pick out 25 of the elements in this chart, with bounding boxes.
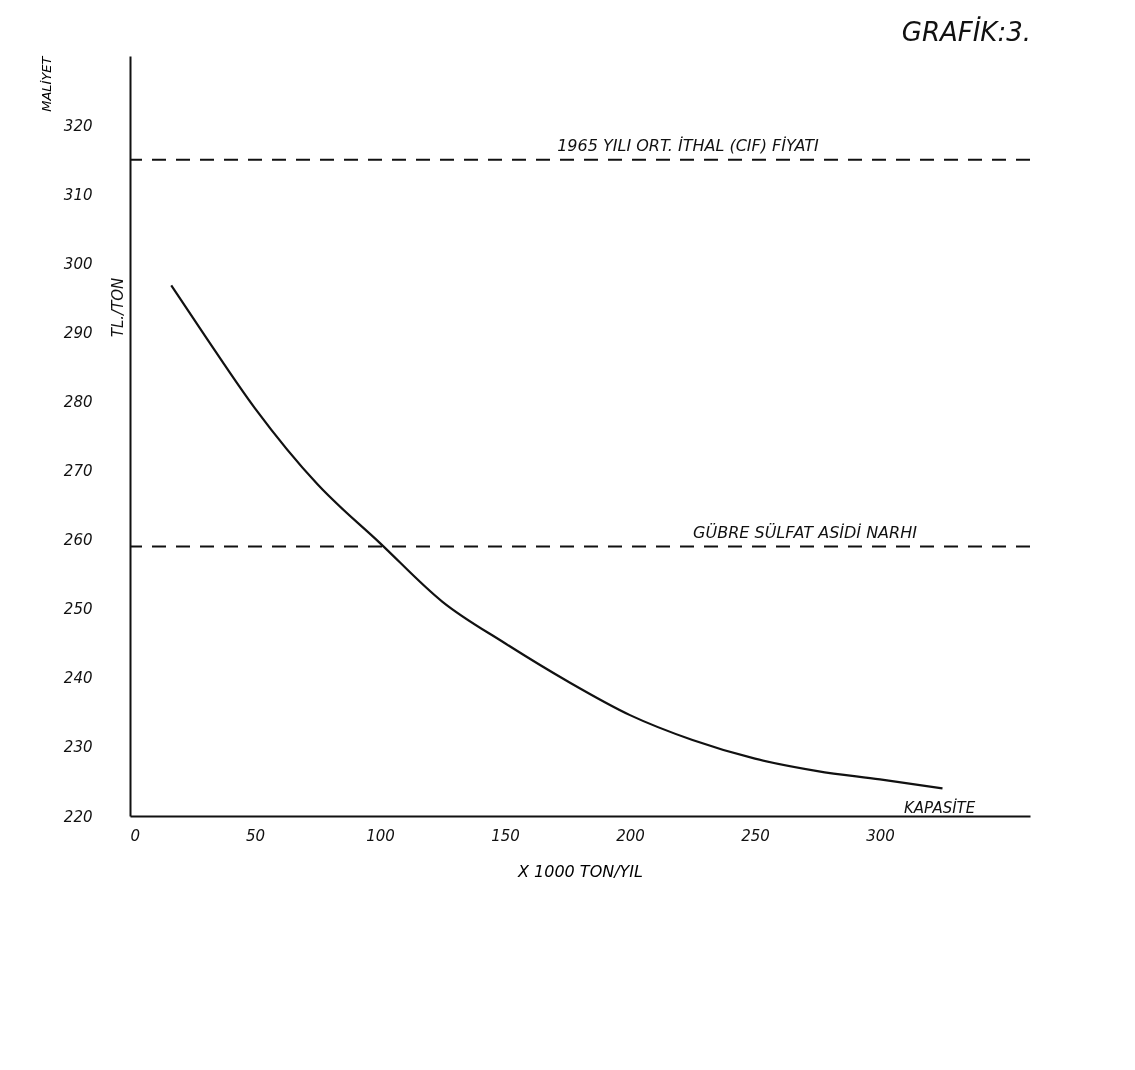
x-tick-label: 300 [866, 826, 895, 845]
x-tick-label: 0 [130, 826, 141, 845]
chart-title: GRAFİK:3. [901, 16, 1031, 47]
y-tick-label: 290 [63, 323, 93, 342]
y-tick-label: 310 [63, 185, 93, 204]
y-axis-title: MALİYET [38, 55, 54, 112]
y-tick-label: 240 [63, 669, 93, 688]
text: TL./TON [109, 277, 127, 338]
x-tick-label: 100 [366, 826, 395, 845]
y-tick-label: 260 [63, 531, 93, 550]
y-tick-label: 320 [63, 116, 93, 135]
x-tick-label: 250 [741, 826, 770, 845]
x-axis-title: X 1000 TON/YIL [517, 861, 643, 881]
y-tick-label: 300 [63, 254, 93, 273]
y-tick-label: 270 [63, 462, 93, 481]
x-tick-label: 150 [491, 826, 520, 845]
y-tick-label: 220 [63, 807, 93, 826]
x-tick-label: 50 [245, 826, 266, 845]
ref-line-label: 1965 YILI ORT. İTHAL (CIF) FİYATI [557, 135, 820, 155]
y-tick-label: 250 [63, 600, 93, 619]
ref-line-label: GÜBRE SÜLFAT ASİDİ NARHI [693, 522, 918, 542]
y-tick-label: 280 [63, 392, 93, 411]
y-tick-label: 230 [63, 738, 93, 757]
x-tick-label: 200 [616, 826, 645, 845]
annotation: KAPASİTE [904, 798, 976, 817]
